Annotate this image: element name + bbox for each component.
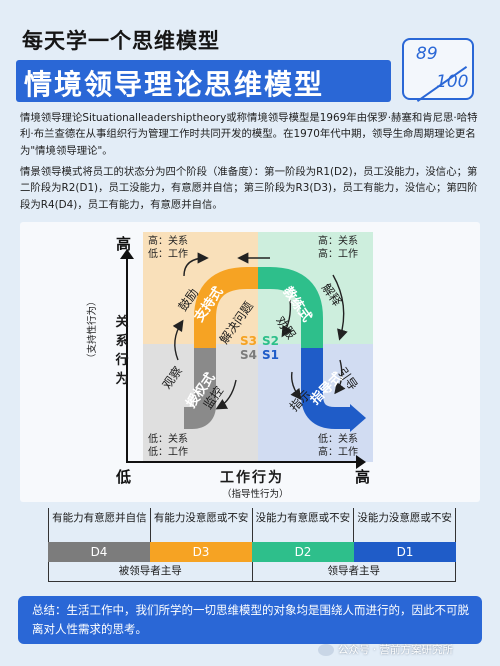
- arrow-encourage-icon: [183, 252, 209, 277]
- style-code-s1: S1: [262, 348, 279, 362]
- curve-s1-segment: [301, 348, 350, 429]
- quadrant-ll-caption: 低：关系 低：工作: [148, 434, 188, 458]
- x-axis-sublabel: （指导性行为）: [222, 489, 289, 500]
- readiness-code-bar: D4 D3 D2 D1: [48, 542, 456, 562]
- readiness-code-d4: D4: [48, 542, 150, 562]
- wechat-icon: [318, 643, 334, 656]
- y-axis-high: 高: [116, 235, 132, 253]
- style-code-s3: S3: [240, 334, 257, 348]
- arrow-instruct-icon: [290, 371, 302, 401]
- y-axis-arrow-icon: [120, 249, 134, 259]
- summary-text: 总结：生活工作中，我们所学的一切思维模型的对象均是围绕人而进行的，因此不可脱离对…: [32, 603, 469, 636]
- quadrant-ur-caption: 高：关系 高：工作: [318, 236, 358, 260]
- readiness-descriptions: 有能力有意愿并自信 有能力没意愿或不安 没能力有意愿或不安 没能力没意愿或不安: [48, 508, 456, 542]
- readiness-desc-d3: 有能力没意愿或不安: [149, 508, 252, 542]
- leadership-dominance-row: 被领导者主导 领导者主导: [48, 562, 456, 582]
- readiness-code-d2: D2: [252, 542, 354, 562]
- quadrant-lr-caption: 低：关系 高：工作: [318, 434, 358, 458]
- readiness-desc-d4: 有能力有意愿并自信: [48, 508, 150, 542]
- page-total: 100: [436, 72, 469, 92]
- arrow-monitor-icon: [215, 379, 237, 410]
- x-axis-line: [126, 461, 358, 463]
- curve-s2-segment: [258, 267, 323, 348]
- curve-s3-segment: [194, 267, 258, 348]
- style-code-s2: S2: [262, 334, 279, 348]
- readiness-scale: 有能力有意愿并自信 有能力没意愿或不安 没能力有意愿或不安 没能力没意愿或不安 …: [48, 508, 456, 582]
- curve-arrowhead-icon: [350, 404, 366, 432]
- y-axis-label: 关系行为: [115, 315, 129, 387]
- intro-paragraph-1: 情境领导理论Situationalleadershiptheory或称情境领导模…: [20, 112, 478, 157]
- arrow-persuade-icon: [281, 299, 293, 338]
- arrow-explain-icon: [332, 274, 348, 341]
- quadrant-ul-caption: 高：关系 低：工作: [148, 236, 188, 260]
- watermark: 公众号 · 营前方案研究所: [318, 642, 453, 657]
- arrow-observe-icon: [172, 319, 184, 361]
- follower-led-label: 被领导者主导: [48, 562, 252, 582]
- x-axis-label: 工作行为: [220, 470, 284, 486]
- curve-s4-segment: [184, 348, 216, 429]
- y-axis-low: 低: [116, 468, 132, 486]
- readiness-desc-d2: 没能力有意愿或不安: [251, 508, 354, 542]
- series-kicker: 每天学一个思维模型: [22, 28, 220, 53]
- summary-box: [18, 596, 482, 644]
- style-code-s4: S4: [240, 348, 257, 362]
- watermark-text: 公众号 · 营前方案研究所: [338, 644, 454, 656]
- page-title: 情境领导理论思维模型: [24, 68, 325, 101]
- x-axis-high: 高: [355, 468, 371, 486]
- readiness-code-d1: D1: [354, 542, 456, 562]
- y-axis-sublabel: （支持性行为）: [87, 296, 98, 363]
- y-axis-line: [126, 255, 128, 462]
- leader-led-label: 领导者主导: [251, 562, 456, 582]
- readiness-desc-d1: 没能力没意愿或不安: [353, 508, 456, 542]
- title-banner: [16, 60, 391, 102]
- page-current: 89: [416, 44, 438, 64]
- intro-paragraph-2: 情景领导模式将员工的状态分为四个阶段（准备度）：第一阶段为R1(D2)，员工没能…: [20, 166, 478, 211]
- x-axis-arrow-icon: [356, 455, 366, 469]
- arrow-guide-icon: [334, 359, 346, 395]
- readiness-code-d3: D3: [150, 542, 252, 562]
